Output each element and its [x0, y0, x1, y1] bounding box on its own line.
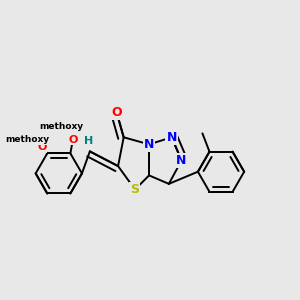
Text: methoxy: methoxy [5, 135, 49, 144]
Text: N: N [144, 138, 154, 151]
Text: O: O [111, 106, 122, 119]
Text: N: N [176, 154, 187, 167]
Text: S: S [130, 183, 140, 196]
Text: H: H [84, 136, 93, 146]
Text: O: O [37, 142, 46, 152]
Text: N: N [167, 131, 177, 144]
Text: O: O [68, 135, 78, 145]
Text: methoxy: methoxy [39, 122, 83, 131]
